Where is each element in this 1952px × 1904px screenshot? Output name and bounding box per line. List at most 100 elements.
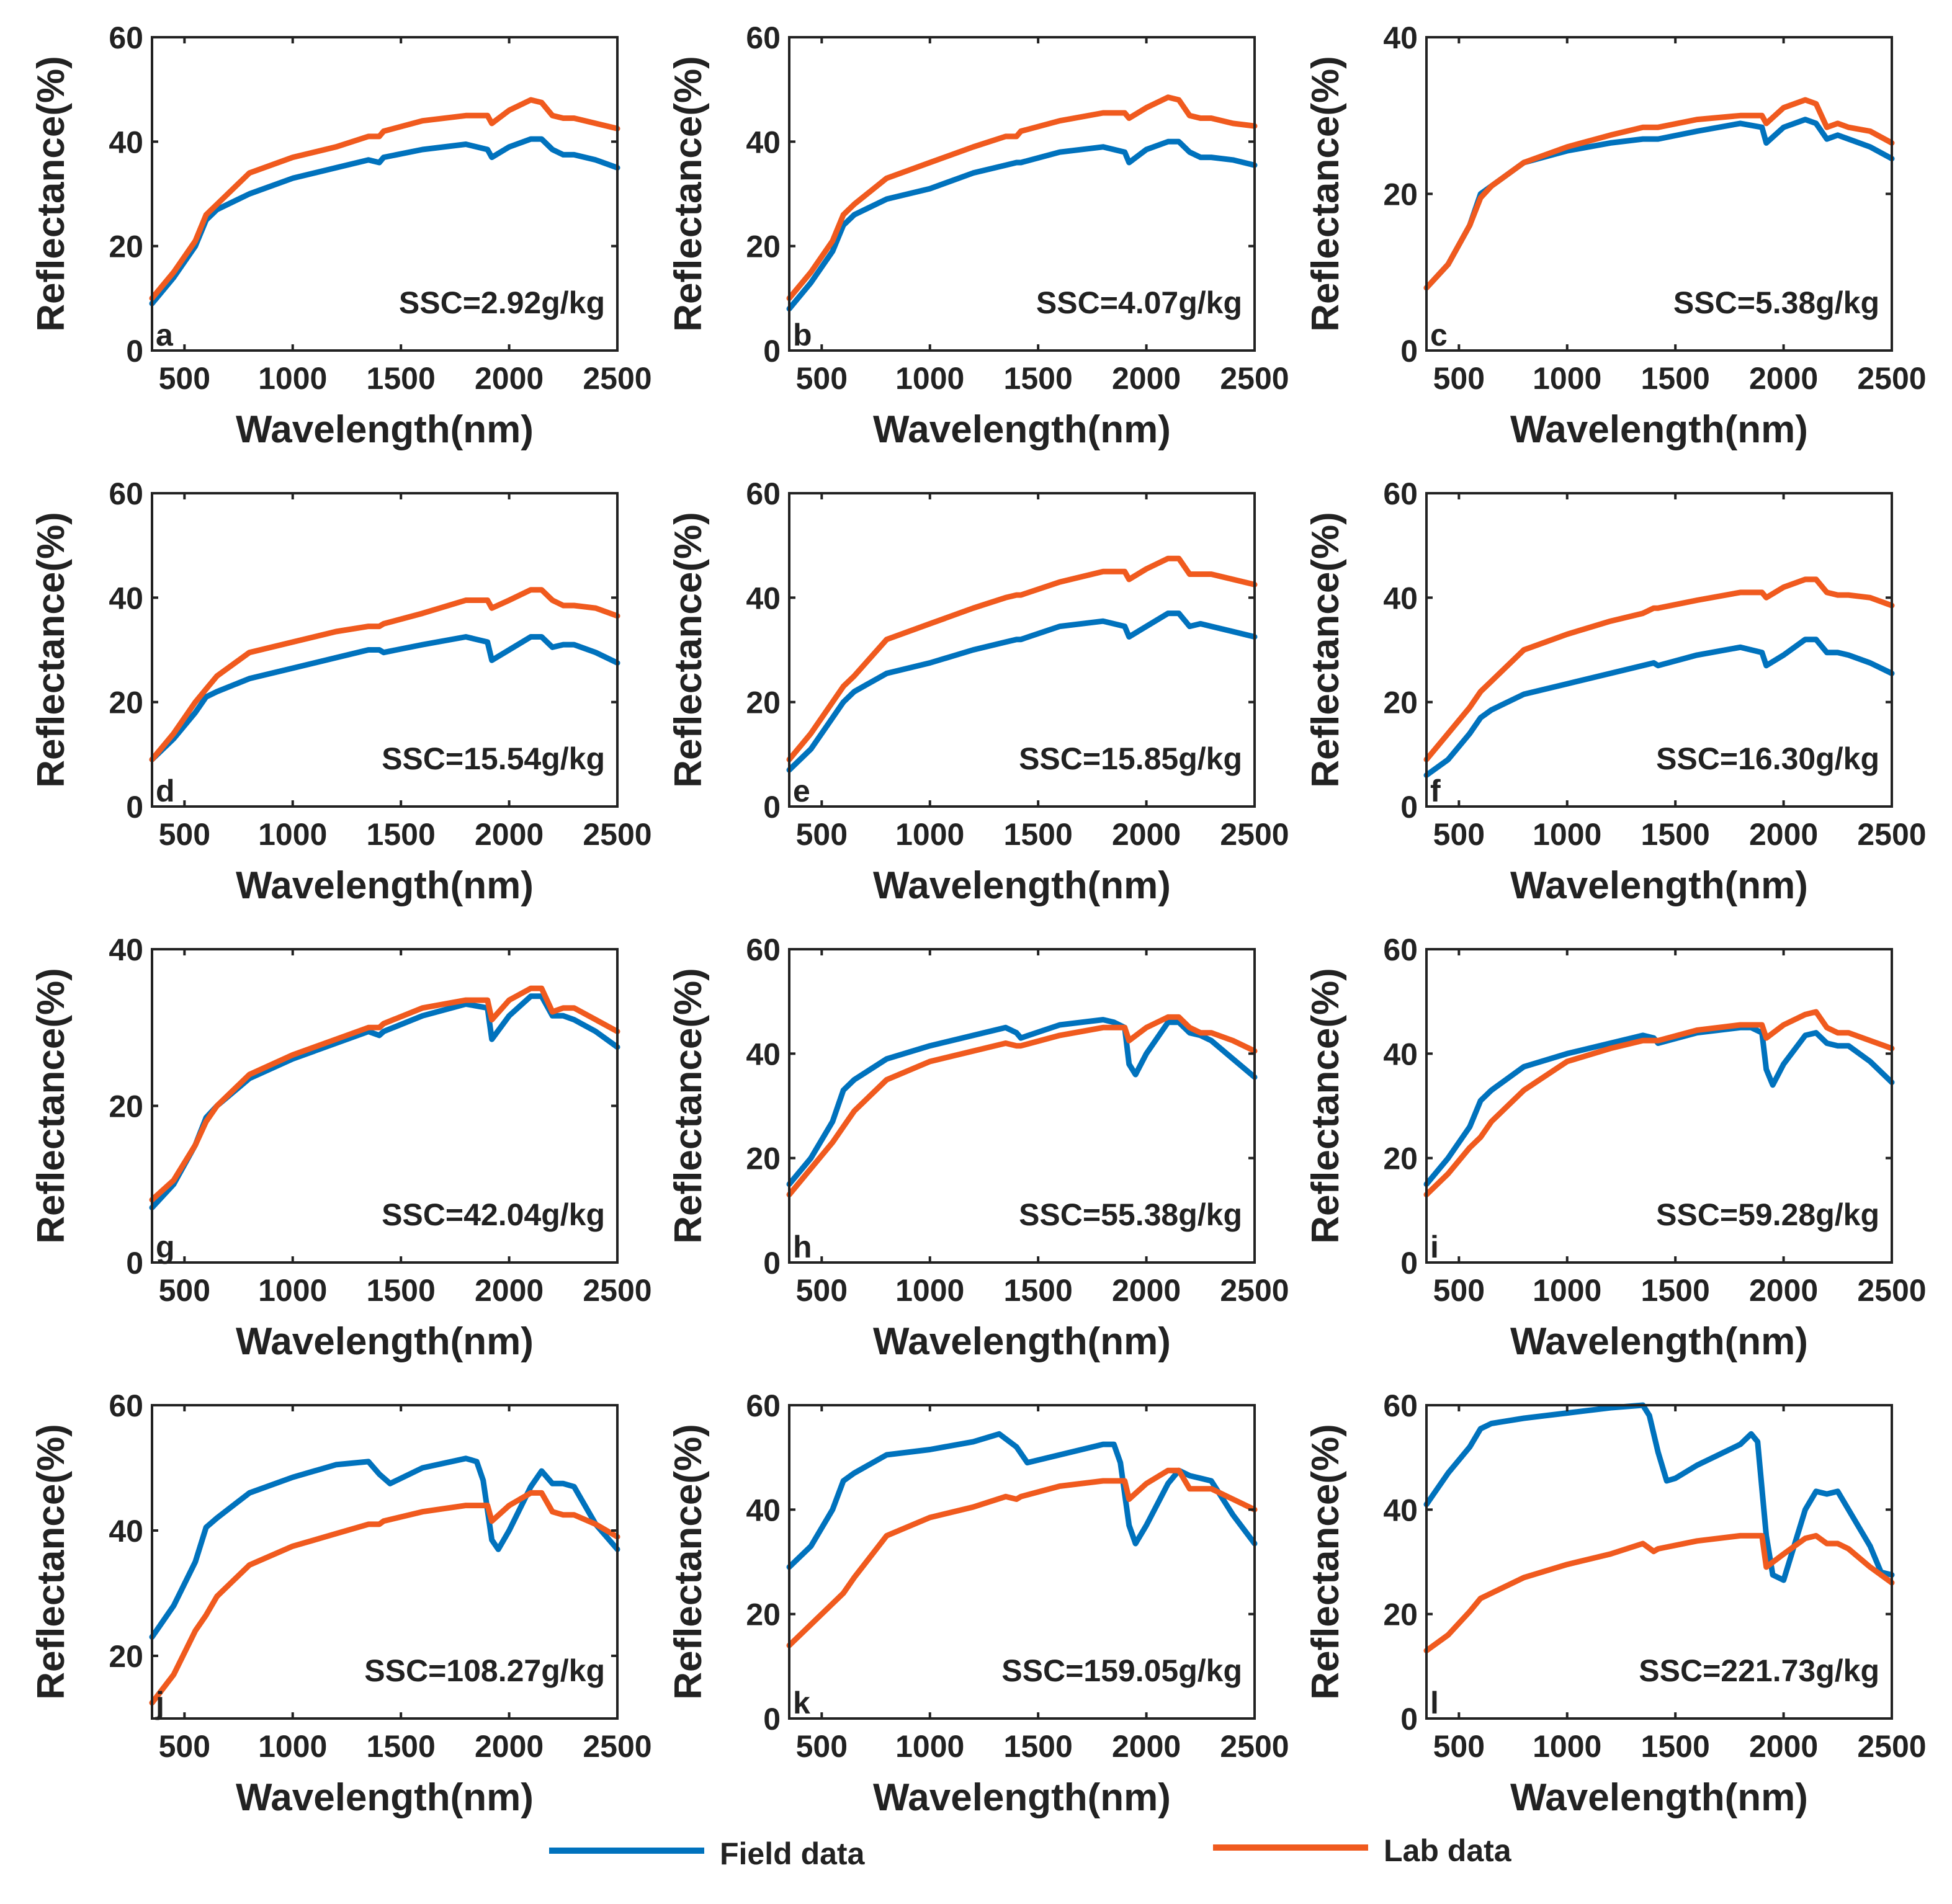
panel-l: 500 1000 1500 2000 2500 0 20 40 60 Wavelength(nm)… [1304,1388,1927,1819]
ssc-annotation: SSC=4.07g/kg [1036,285,1242,320]
x-tick-label: 2500 [1857,1273,1926,1308]
series-line-lab-e [786,555,1258,762]
panel-letter: k [793,1686,810,1720]
x-tick-label: 1000 [895,817,964,852]
y-tick-label: 0 [1400,334,1418,369]
x-tick-label: 2000 [475,361,544,396]
x-tick-label: 500 [1433,361,1485,396]
y-tick-label: 20 [746,230,781,264]
y-tick-label: 60 [1383,1388,1418,1423]
y-tick-label: 60 [746,1388,781,1423]
x-tick-label: 1000 [1533,1729,1601,1764]
series-line-lab-h [786,1014,1258,1198]
y-axis-title: Reflectance(%) [1304,968,1347,1243]
x-tick-label: 1500 [1004,361,1073,396]
y-tick-label: 40 [1383,20,1418,55]
panel-letter: c [1430,318,1448,352]
panel-d: 500 1000 1500 2000 2500 0 20 40 60 Wavelength(nm)… [30,476,652,907]
x-tick-label: 1500 [367,1273,436,1308]
panel-j: 500 1000 1500 2000 2500 20 40 60 Wavelength(nm) R… [30,1388,652,1819]
ssc-annotation: SSC=15.85g/kg [1019,741,1242,776]
x-tick-label: 2500 [1857,1729,1926,1764]
panel-letter: g [156,1230,175,1264]
x-tick-label: 2000 [1112,1729,1181,1764]
series-line-lab-g [149,985,620,1203]
x-tick-label: 1000 [258,361,327,396]
x-tick-label: 2500 [1220,1729,1289,1764]
x-tick-label: 2500 [583,817,651,852]
plot-frame [1425,948,1893,1264]
y-axis-title: Reflectance(%) [30,56,73,331]
x-tick-label: 500 [796,1729,848,1764]
panel-a: 500 1000 1500 2000 2500 0 20 40 60 Wavelength(nm)… [30,20,652,451]
y-tick-label: 0 [126,334,143,369]
ssc-annotation: SSC=221.73g/kg [1639,1653,1879,1688]
y-tick-label: 20 [1383,177,1418,212]
x-tick-label: 500 [159,1273,210,1308]
series-line-lab-k [786,1467,1258,1648]
y-tick-label: 0 [763,790,781,825]
x-axis-title: Wavelength(nm) [873,408,1171,451]
x-axis-title: Wavelength(nm) [236,864,534,907]
x-tick-label: 500 [1433,1273,1485,1308]
y-tick-label: 40 [1383,1037,1418,1071]
panel-b: 500 1000 1500 2000 2500 0 20 40 60 Wavelength(nm)… [667,20,1289,451]
series-line-field-e [786,610,1258,773]
x-tick-label: 2000 [1112,361,1181,396]
panel-letter: e [793,774,810,808]
ssc-annotation: SSC=5.38g/kg [1673,285,1879,320]
ssc-annotation: SSC=108.27g/kg [364,1653,605,1688]
x-tick-label: 2500 [1220,817,1289,852]
y-axis-title: Reflectance(%) [30,1424,73,1699]
x-tick-label: 500 [159,361,210,396]
panel-h: 500 1000 1500 2000 2500 0 20 40 60 Wavelength(nm)… [667,932,1289,1363]
panel-c: 500 1000 1500 2000 2500 0 20 40 Wavelength(nm) Re… [1304,20,1927,451]
plot-frame [1425,492,1893,808]
y-tick-label: 0 [763,1246,781,1281]
series-line-field-j [149,1455,620,1640]
panel-i: 500 1000 1500 2000 2500 0 20 40 60 Wavelength(nm)… [1304,932,1927,1363]
x-tick-label: 1500 [367,361,436,396]
y-tick-label: 0 [1400,1246,1418,1281]
x-axis-title: Wavelength(nm) [236,1320,534,1363]
y-tick-label: 20 [1383,1598,1418,1632]
x-tick-label: 2500 [583,361,651,396]
x-tick-label: 500 [796,1273,848,1308]
x-axis-title: Wavelength(nm) [236,408,534,451]
ssc-annotation: SSC=55.38g/kg [1019,1197,1242,1232]
y-axis-title: Reflectance(%) [1304,1424,1347,1699]
x-axis-title: Wavelength(nm) [873,1776,1171,1819]
y-tick-label: 60 [1383,476,1418,511]
x-axis-title: Wavelength(nm) [873,864,1171,907]
x-tick-label: 1500 [1004,817,1073,852]
series-line-field-f [1423,637,1895,778]
series-line-lab-b [786,94,1258,302]
x-tick-label: 2500 [583,1729,651,1764]
y-axis-title: Reflectance(%) [30,968,73,1243]
y-tick-label: 20 [1383,1142,1418,1176]
ssc-annotation: SSC=16.30g/kg [1656,741,1879,776]
x-tick-label: 1000 [1533,817,1601,852]
x-tick-label: 2500 [583,1273,651,1308]
panel-letter: b [793,318,812,352]
series-line-field-k [786,1431,1258,1570]
ssc-annotation: SSC=15.54g/kg [382,741,605,776]
y-tick-label: 40 [109,1514,143,1549]
x-tick-label: 2500 [1220,1273,1289,1308]
series-line-field-c [1423,117,1895,291]
y-tick-label: 20 [109,686,143,720]
panel-letter: i [1430,1230,1439,1264]
x-tick-label: 2000 [1749,361,1818,396]
y-tick-label: 60 [109,1388,143,1423]
y-axis-title: Reflectance(%) [1304,512,1347,787]
y-tick-label: 0 [1400,1702,1418,1736]
x-tick-label: 2000 [1749,1273,1818,1308]
plot-frame [788,1404,1256,1720]
panel-letter: f [1430,774,1441,808]
plot-frame [151,492,619,808]
x-tick-label: 2000 [1749,1729,1818,1764]
series-line-field-a [149,136,620,306]
y-tick-label: 20 [1383,686,1418,720]
y-axis-title: Reflectance(%) [667,1424,710,1699]
